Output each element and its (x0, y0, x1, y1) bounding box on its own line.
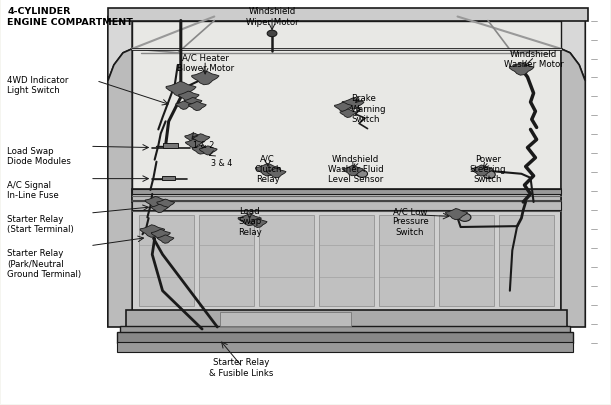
Bar (439, 215, 494, 306)
Polygon shape (189, 102, 207, 111)
Text: A/C
Clutch
Relay: A/C Clutch Relay (254, 154, 282, 184)
Bar (132, 190, 561, 194)
Polygon shape (199, 147, 218, 156)
Text: Windshield
Wiper Motor: Windshield Wiper Motor (246, 7, 298, 27)
Bar (139, 215, 194, 306)
Polygon shape (152, 230, 170, 239)
Text: Starter Relay
(Park/Neutral
Ground Terminal): Starter Relay (Park/Neutral Ground Termi… (7, 249, 82, 279)
Polygon shape (108, 17, 132, 82)
Circle shape (459, 214, 471, 222)
Polygon shape (158, 235, 174, 244)
Polygon shape (178, 92, 199, 102)
Bar (132, 202, 561, 311)
Polygon shape (192, 146, 210, 155)
Bar (120, 326, 570, 333)
Bar (163, 144, 178, 149)
Polygon shape (343, 166, 364, 176)
Polygon shape (186, 140, 202, 148)
Polygon shape (140, 225, 165, 238)
Polygon shape (561, 50, 585, 327)
Bar (132, 21, 561, 190)
Bar (379, 215, 434, 306)
Polygon shape (152, 205, 168, 213)
Circle shape (267, 31, 277, 38)
Polygon shape (238, 214, 262, 226)
Bar (108, 9, 588, 21)
Bar (162, 176, 175, 180)
Text: A/C Signal
In-Line Fuse: A/C Signal In-Line Fuse (7, 180, 59, 200)
Polygon shape (176, 102, 192, 110)
Polygon shape (256, 164, 280, 177)
Text: 3 & 4: 3 & 4 (211, 158, 232, 167)
Text: A/C Low
Pressure
Switch: A/C Low Pressure Switch (392, 207, 428, 236)
Polygon shape (561, 17, 585, 82)
Polygon shape (267, 168, 286, 178)
Polygon shape (185, 134, 203, 143)
Text: Power
Steering
Switch: Power Steering Switch (470, 154, 507, 184)
Bar (499, 215, 554, 306)
Polygon shape (145, 197, 167, 208)
Polygon shape (249, 219, 267, 228)
Bar (126, 310, 567, 327)
Bar (221, 312, 351, 326)
Polygon shape (157, 200, 175, 209)
Polygon shape (108, 50, 132, 327)
Bar (132, 202, 561, 211)
Text: A/C Heater
Blower Motor: A/C Heater Blower Motor (177, 54, 233, 73)
Polygon shape (166, 82, 196, 98)
Text: Starter Relay
(Start Terminal): Starter Relay (Start Terminal) (7, 215, 74, 234)
Circle shape (483, 171, 496, 179)
Text: 4WD Indicator
Light Switch: 4WD Indicator Light Switch (7, 76, 69, 95)
Text: Starter Relay
& Fusible Links: Starter Relay & Fusible Links (210, 357, 274, 377)
Bar (199, 215, 254, 306)
Polygon shape (445, 209, 467, 220)
Polygon shape (334, 103, 353, 112)
Circle shape (357, 171, 368, 178)
Text: Load Swap
Diode Modules: Load Swap Diode Modules (7, 146, 71, 166)
Text: Windshield
Washer Fluid
Level Sensor: Windshield Washer Fluid Level Sensor (327, 154, 383, 184)
Text: Load
Swap
Relay: Load Swap Relay (238, 207, 262, 236)
Bar (132, 190, 561, 202)
Polygon shape (185, 98, 202, 107)
Polygon shape (340, 110, 356, 118)
Bar (117, 342, 573, 352)
Text: 4-CYLINDER
ENGINE COMPARTMENT: 4-CYLINDER ENGINE COMPARTMENT (7, 7, 133, 27)
Polygon shape (192, 72, 219, 85)
Text: Windshield
Washer Motor: Windshield Washer Motor (503, 50, 563, 69)
Bar (258, 215, 314, 306)
Polygon shape (471, 166, 493, 177)
Bar (319, 215, 374, 306)
Polygon shape (342, 99, 364, 110)
Text: Brake
Warning
Switch: Brake Warning Switch (351, 94, 387, 124)
Text: 1 & 2: 1 & 2 (193, 140, 214, 149)
Bar (117, 332, 573, 343)
Polygon shape (192, 134, 210, 143)
Polygon shape (510, 64, 534, 76)
